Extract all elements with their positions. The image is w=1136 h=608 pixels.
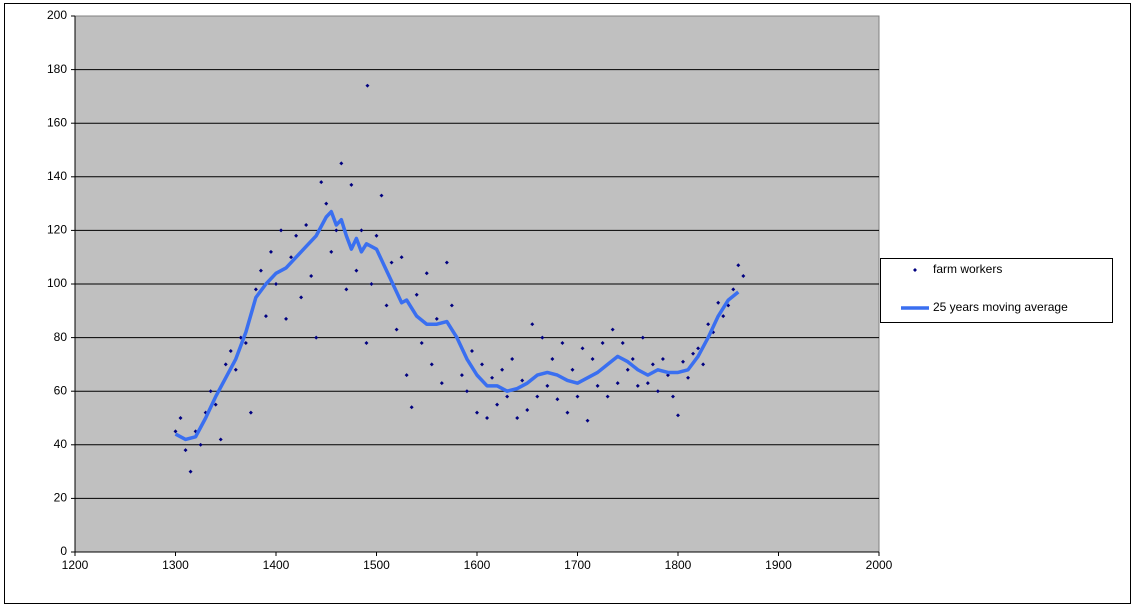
scatter-point xyxy=(364,340,369,345)
y-tick-label: 100 xyxy=(47,276,67,290)
scatter-point xyxy=(365,83,370,88)
scatter-point xyxy=(188,469,193,474)
scatter-point xyxy=(248,410,253,415)
y-tick-label: 160 xyxy=(47,115,67,129)
scatter-point xyxy=(198,442,203,447)
scatter-point xyxy=(706,322,711,327)
scatter-point xyxy=(173,429,178,434)
x-tick-label: 1700 xyxy=(564,558,591,572)
legend xyxy=(880,258,1113,323)
scatter-point xyxy=(314,335,319,340)
scatter-point xyxy=(475,410,479,415)
y-tick-label: 40 xyxy=(54,437,68,451)
scatter-point xyxy=(414,292,419,297)
x-tick-label: 1600 xyxy=(464,558,491,572)
y-tick-label: 0 xyxy=(60,544,67,558)
x-tick-label: 1500 xyxy=(363,558,390,572)
y-tick-label: 20 xyxy=(54,491,68,505)
legend-label: 25 years moving average xyxy=(933,300,1068,314)
scatter-point xyxy=(716,300,721,305)
scatter-point xyxy=(339,161,344,166)
y-tick-label: 60 xyxy=(54,383,68,397)
scatter-point xyxy=(289,255,294,260)
x-tick-label: 1400 xyxy=(263,558,290,572)
y-tick-label: 200 xyxy=(47,8,67,22)
scatter-point xyxy=(625,367,630,372)
scatter-point xyxy=(565,410,570,415)
scatter-point xyxy=(213,402,218,407)
x-tick-label: 1300 xyxy=(162,558,189,572)
scatter-point xyxy=(389,260,394,265)
scatter-point xyxy=(263,314,268,319)
scatter-point xyxy=(178,416,183,420)
x-tick-label: 1800 xyxy=(665,558,692,572)
moving-average-line xyxy=(174,209,740,442)
scatter-point xyxy=(490,375,495,380)
y-tick-label: 140 xyxy=(47,169,67,183)
x-tick-label: 1900 xyxy=(765,558,792,572)
scatter-point xyxy=(324,201,329,206)
scatter-point xyxy=(530,322,535,327)
y-tick-label: 180 xyxy=(47,62,67,76)
scatter-point xyxy=(439,381,444,386)
scatter-point xyxy=(319,180,324,185)
legend-label: farm workers xyxy=(933,262,1002,276)
x-tick-label: 1200 xyxy=(62,558,89,572)
scatter-point xyxy=(223,362,228,367)
scatter-point xyxy=(500,367,505,372)
scatter-point xyxy=(655,389,660,394)
scatter-point xyxy=(228,349,233,353)
y-tick-label: 80 xyxy=(54,330,68,344)
y-tick-label: 120 xyxy=(47,223,67,237)
x-tick-label: 2000 xyxy=(866,558,893,572)
